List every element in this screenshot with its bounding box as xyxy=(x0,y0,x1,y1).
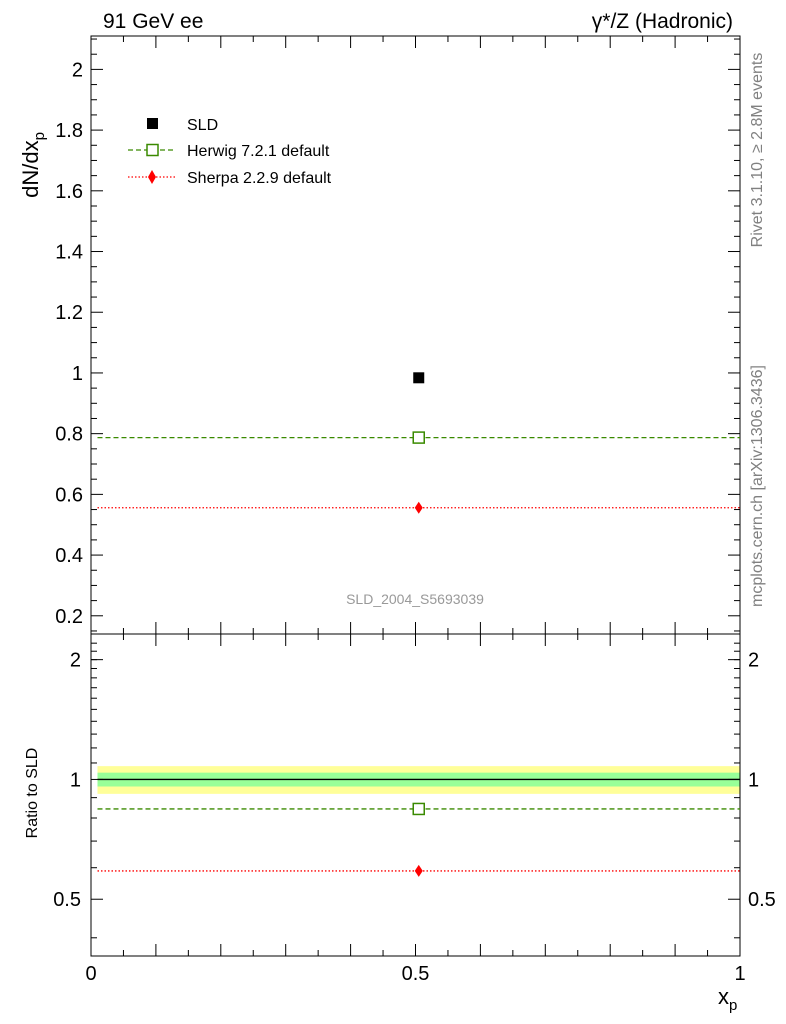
main-y-tick-label: 2 xyxy=(72,59,83,81)
herwig-marker xyxy=(412,431,425,444)
ratio-y-axis-label: Ratio to SLD xyxy=(24,748,41,839)
main-y-axis-label: dN/dxp xyxy=(18,132,48,198)
main-y-tick-label: 1.8 xyxy=(55,120,83,142)
header-left: 91 GeV ee xyxy=(103,10,203,33)
ratio-panel: 0.5 0.51 12 2 0 0.5 1 Ratio to SLD xp xyxy=(24,633,776,1014)
main-y-tick-label: 1.2 xyxy=(55,302,83,324)
ratio-sherpa-marker xyxy=(414,864,423,877)
ratio-x-ticks: 0 0.5 1 xyxy=(85,634,746,985)
x-axis-label-main: x xyxy=(718,984,729,1009)
header-right: γ*/Z (Hadronic) xyxy=(592,10,733,33)
legend: SLD Herwig 7.2.1 default Sherpa 2.2.9 de… xyxy=(128,117,332,187)
main-y-tick-label: 1 xyxy=(72,363,83,385)
sld-data-point xyxy=(413,372,425,384)
ratio-y-ticks: 0.5 0.5 1 1 2 2 xyxy=(53,642,776,939)
main-y-tick-label: 0.2 xyxy=(55,606,83,628)
ratio-herwig-marker xyxy=(412,802,425,816)
ratio-frame xyxy=(90,633,741,957)
main-series xyxy=(97,372,740,514)
legend-sld-marker xyxy=(147,118,158,129)
x-tick-label: 1 xyxy=(734,963,745,985)
ratio-y-tick-label: 1 xyxy=(70,769,81,791)
ratio-y-tick-label: 0.5 xyxy=(53,889,81,911)
legend-sherpa-label: Sherpa 2.2.9 default xyxy=(187,170,332,187)
analysis-watermark: SLD_2004_S5693039 xyxy=(346,591,484,607)
main-y-tick-label: 0.8 xyxy=(55,424,83,446)
main-panel: 0.2 0.4 0.6 0.8 1 1.2 1.4 1.6 1.8 2 SLD_2004_S569… xyxy=(18,35,741,635)
x-tick-label: 0 xyxy=(85,963,96,985)
main-y-tick-label: 0.4 xyxy=(55,545,83,567)
legend-sld-label: SLD xyxy=(187,117,218,134)
main-y-axis-label-sub: p xyxy=(31,132,48,140)
legend-herwig-label: Herwig 7.2.1 default xyxy=(187,143,330,160)
rivet-version-text: Rivet 3.1.10, ≥ 2.8M events xyxy=(749,53,766,248)
main-y-tick-label: 1.6 xyxy=(55,181,83,203)
ratio-y-tick-label-right: 1 xyxy=(748,769,759,791)
ratio-series xyxy=(97,802,740,877)
ratio-y-tick-label-right: 2 xyxy=(748,650,759,672)
ratio-y-tick-label: 2 xyxy=(70,650,81,672)
main-y-tick-label: 0.6 xyxy=(55,484,83,506)
main-y-axis-label-main: dN/dx xyxy=(18,140,43,197)
ratio-y-tick-label-right: 0.5 xyxy=(748,889,776,911)
mcplots-reference-text: mcplots.cern.ch [arXiv:1306.3436] xyxy=(749,365,766,607)
x-axis-label: xp xyxy=(718,984,737,1014)
x-tick-label: 0.5 xyxy=(402,963,430,985)
legend-sherpa-marker xyxy=(148,170,156,184)
main-y-ticks: 0.2 0.4 0.6 0.8 1 1.2 1.4 1.6 1.8 2 xyxy=(55,36,741,634)
sherpa-marker xyxy=(414,501,423,514)
main-y-tick-label: 1.4 xyxy=(55,242,83,264)
legend-herwig-marker xyxy=(146,143,159,157)
x-axis-label-sub: p xyxy=(729,997,737,1014)
